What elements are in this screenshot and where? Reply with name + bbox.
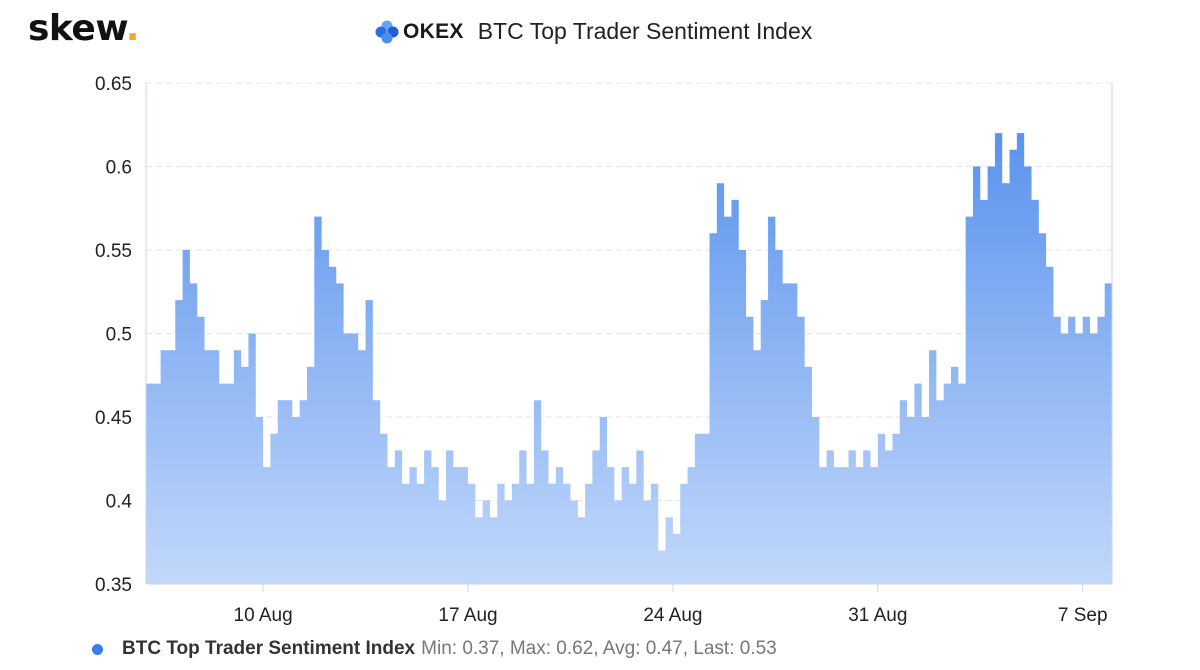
tick-labels: 0.35 0.4 0.45 0.5 0.55 0.6 0.65 10 Aug 17 Aug 24 …: [95, 74, 1108, 626]
y-tick-label: 0.55: [95, 241, 132, 262]
chart-title: BTC Top Trader Sentiment Index: [477, 18, 813, 44]
y-tick-label: 0.65: [95, 74, 132, 95]
y-tick-label: 0.6: [106, 158, 132, 179]
x-tick-label: 17 Aug: [438, 605, 497, 626]
legend-marker: [92, 643, 103, 655]
chart-header: OKEX BTC Top Trader Sentiment Index: [375, 18, 812, 45]
axes: [145, 83, 1113, 592]
area-series: [146, 133, 1112, 584]
okex-logo: OKEX: [375, 20, 464, 44]
x-tick-label: 31 Aug: [848, 605, 907, 626]
legend-series-name: BTC Top Trader Sentiment Index: [122, 638, 416, 659]
brand-name: skew: [28, 8, 126, 49]
x-tick-label: 24 Aug: [643, 605, 702, 626]
y-tick-label: 0.4: [106, 492, 133, 513]
legend-stats: Min: 0.37, Max: 0.62, Avg: 0.47, Last: 0…: [421, 638, 777, 659]
y-tick-label: 0.35: [95, 575, 132, 596]
area-fill: [146, 133, 1112, 584]
y-tick-label: 0.5: [106, 325, 132, 346]
legend[interactable]: BTC Top Trader Sentiment Index Min: 0.37…: [92, 638, 777, 660]
okex-logo-text: OKEX: [403, 19, 464, 43]
y-tick-label: 0.45: [95, 408, 132, 429]
okex-icon: [375, 20, 399, 43]
skew-logo: skew.: [28, 8, 139, 49]
brand-dot: .: [125, 8, 140, 49]
x-tick-label: 10 Aug: [234, 605, 293, 626]
x-tick-label: 7 Sep: [1058, 605, 1108, 626]
